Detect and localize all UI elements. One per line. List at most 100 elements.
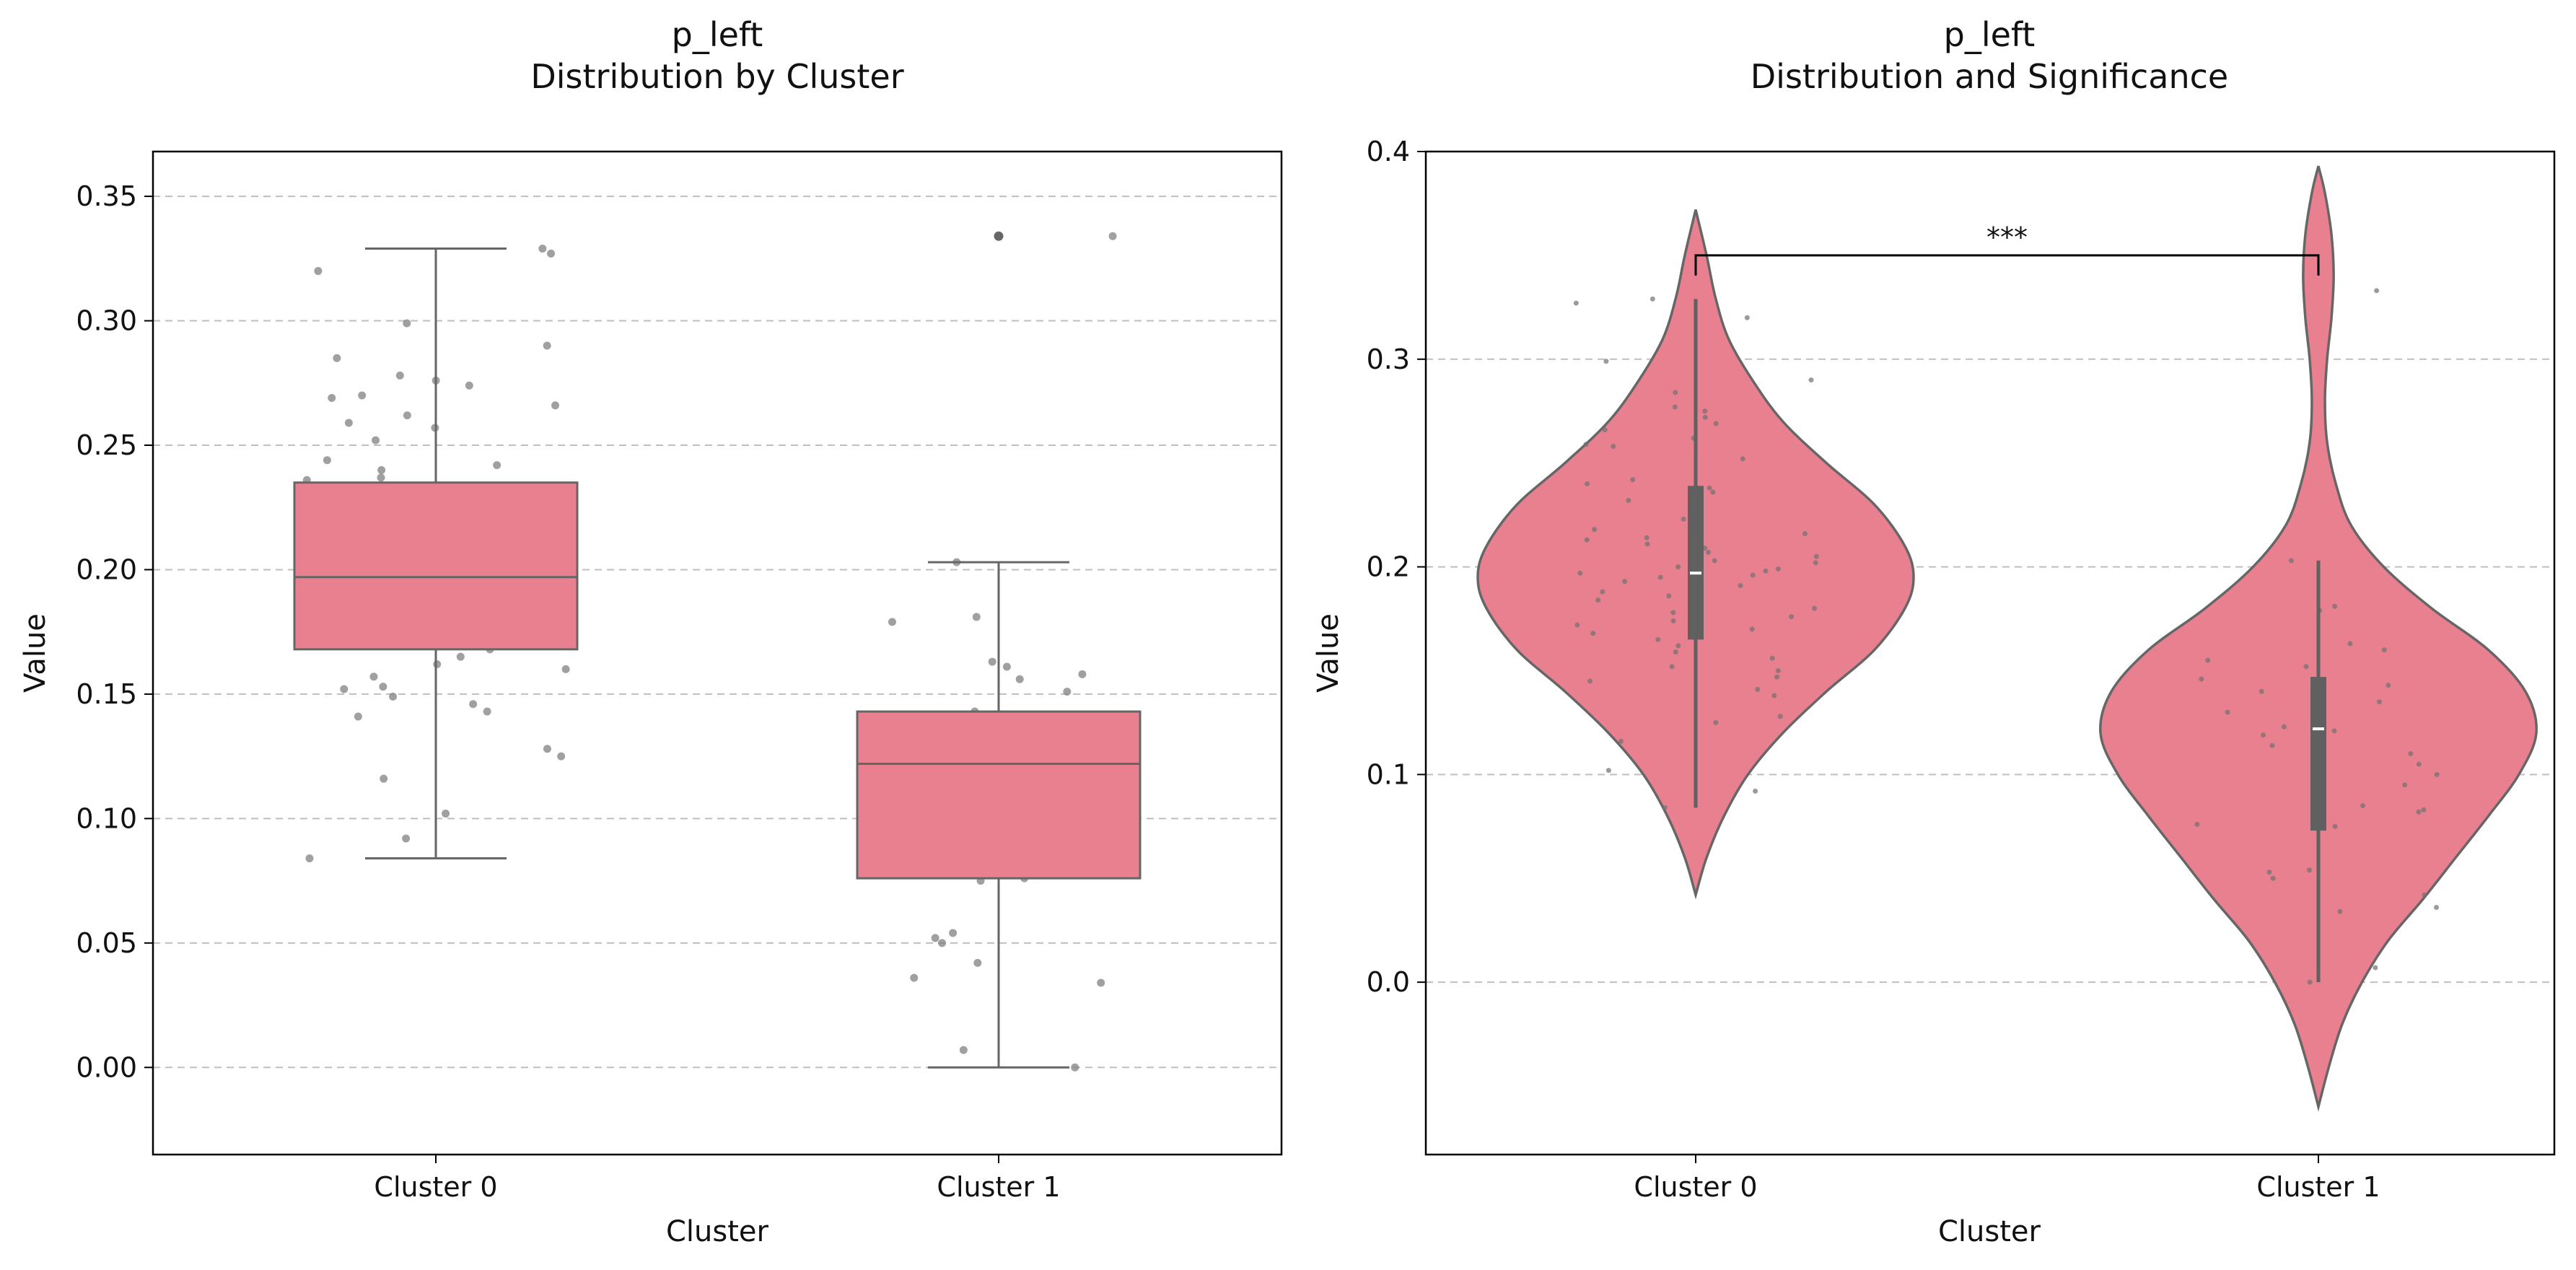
violin-data-point (1675, 643, 1681, 649)
box-data-point (543, 745, 551, 753)
violin-data-point (1713, 421, 1719, 426)
violin-data-point (1670, 618, 1676, 623)
violin-data-point (1583, 442, 1589, 447)
violin-data-point (1777, 714, 1783, 719)
violin-data-point (2421, 807, 2427, 813)
violin-data-point (1669, 664, 1675, 670)
violin-data-point (1710, 489, 1716, 495)
violin-iqr-box (2310, 677, 2326, 831)
box-outlier (994, 231, 1004, 241)
box-data-point (1071, 1063, 1079, 1072)
box-data-point (377, 473, 385, 482)
violin-data-point (1673, 649, 1678, 655)
violin-data-point (1775, 566, 1781, 572)
box-ytick-label: 0.20 (76, 553, 137, 585)
violin-data-point (1769, 655, 1775, 661)
box-data-point (369, 673, 378, 681)
box-data-point (949, 929, 958, 937)
violin-data-point (2402, 782, 2408, 788)
box-data-point (483, 707, 491, 716)
box-ytick-label: 0.35 (76, 180, 137, 212)
significance-bracket-line (1694, 254, 2320, 276)
box-data-point (328, 393, 336, 402)
violin-data-point (2434, 771, 2440, 777)
box-data-point (988, 657, 996, 666)
box-ytick-label: 0.10 (76, 802, 137, 834)
box-plot-title-line1: p_left (672, 15, 763, 54)
violin-data-point (1750, 572, 1756, 578)
box-data-point (469, 700, 478, 709)
box-data-point (433, 660, 442, 669)
violin-data-point (1573, 300, 1579, 306)
box-ytick-label: 0.25 (76, 429, 137, 461)
violin-data-point (1672, 404, 1678, 410)
box-plot-boxes (293, 231, 1142, 1069)
box-data-point (395, 371, 404, 380)
box-data-point (380, 774, 388, 783)
violin-data-point (1813, 553, 1819, 559)
violin-data-point (1702, 414, 1708, 420)
box-plot-y-ticks: 0.00 0.05 0.10 0.15 0.20 0.25 0.30 0.35 (76, 180, 153, 1083)
box-data-point (372, 436, 380, 444)
violin-data-point (1738, 582, 1743, 588)
violin-data-point (1740, 456, 1745, 462)
violin-data-point (2266, 870, 2272, 875)
violin-plot-title-line2: Distribution and Significance (1751, 57, 2228, 96)
violin-data-point (1574, 622, 1580, 628)
box-data-point (972, 613, 981, 621)
violin-data-point (1592, 527, 1598, 533)
violin-data-point (1771, 693, 1777, 698)
violin-data-point (2422, 892, 2427, 898)
violin-data-point (1611, 444, 1616, 450)
violin-data-point (1585, 481, 1590, 486)
violin-data-point (2374, 288, 2380, 294)
box-data-point (547, 249, 556, 258)
violin-plot-xlabel: Cluster (1938, 1215, 2041, 1248)
box-data-point (305, 854, 314, 863)
violin-data-point (1675, 564, 1681, 570)
violin-data-point (2269, 743, 2275, 748)
box-data-point (456, 652, 465, 661)
box-data-point (888, 618, 896, 626)
box-data-point (561, 665, 570, 673)
violin-data-point (2332, 823, 2338, 829)
violin-plot-y-ticks: 0.0 0.1 0.2 0.3 0.4 (1367, 136, 1426, 998)
box-data-point (358, 391, 367, 400)
significance-bracket: *** (1694, 222, 2320, 276)
box-data-point (551, 401, 560, 410)
violin-data-point (2307, 979, 2313, 985)
violin-ytick-label: 0.3 (1367, 343, 1410, 375)
box-data-point (493, 461, 501, 470)
box-data-point (403, 411, 411, 420)
box-xtick-label: Cluster 0 (374, 1171, 497, 1203)
box-plot-ylabel: Value (19, 613, 52, 693)
violin-data-point (2194, 821, 2200, 827)
violin-data-point (2434, 905, 2440, 911)
violin-data-point (1813, 560, 1818, 566)
box-data-point (379, 683, 387, 691)
box-plot-frame (152, 150, 1283, 1156)
violin-data-point (1600, 589, 1605, 595)
box-ytick-label: 0.05 (76, 927, 137, 959)
violin-data-point (2260, 732, 2266, 738)
box-ytick-label: 0.30 (76, 305, 137, 337)
violin-data-point (2376, 699, 2382, 705)
violin-data-point (2386, 683, 2391, 688)
violin-data-point (2307, 867, 2313, 873)
violin-data-point (1584, 537, 1590, 543)
violin-data-point (1605, 768, 1611, 774)
box-plot-title-line2: Distribution by Cluster (530, 57, 903, 96)
violin-data-point (1587, 678, 1593, 684)
violin-data-point (1618, 738, 1624, 744)
box-data-point (538, 245, 547, 253)
violin-data-point (1753, 788, 1758, 794)
violin-data-point (1706, 549, 1712, 555)
box-body (856, 710, 1142, 880)
violin-data-point (2416, 809, 2422, 815)
box-data-point (1015, 675, 1024, 683)
violin-data-point (1702, 408, 1708, 414)
violin-data-point (1802, 531, 1808, 537)
box-data-point (389, 692, 398, 701)
box-body (293, 481, 579, 651)
